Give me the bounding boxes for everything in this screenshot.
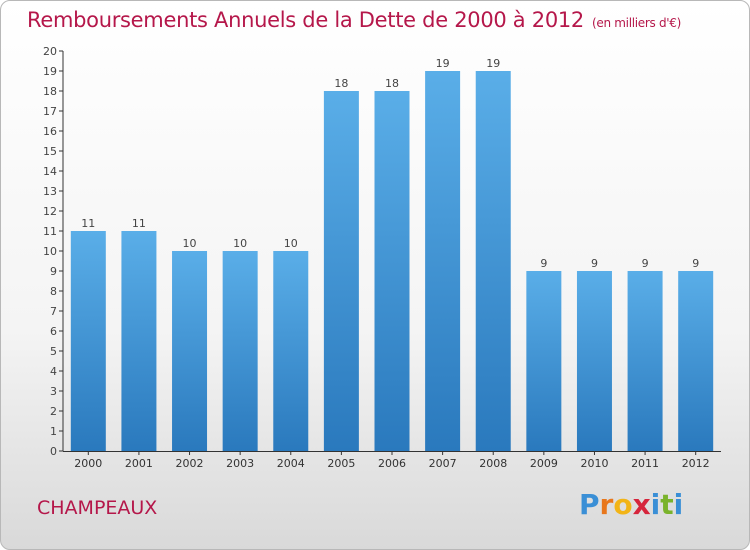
bar-2005 [323,91,359,451]
x-tick-label: 2006 [378,457,406,470]
bar-2009 [526,271,562,451]
x-tick-label: 2012 [682,457,710,470]
bar-2000 [70,231,106,451]
x-tick-label: 2007 [429,457,457,470]
data-label: 11 [81,217,95,230]
commune-name: CHAMPEAUX [37,497,158,519]
logo-letter: x [632,488,651,521]
y-tick-label: 15 [43,145,57,158]
bar-2006 [374,91,410,451]
y-tick-label: 4 [50,365,57,378]
x-tick-label: 2001 [125,457,153,470]
y-tick-label: 13 [43,185,57,198]
y-tick-label: 17 [43,105,57,118]
x-tick-label: 2002 [176,457,204,470]
bar-2008 [475,71,511,451]
data-label: 18 [334,77,348,90]
x-tick-label: 2004 [277,457,305,470]
logo-letter: P [579,488,600,521]
y-tick-label: 0 [50,445,57,458]
logo-letter: r [599,488,614,521]
y-tick-label: 2 [50,405,57,418]
logo-letter: t [660,488,674,521]
logo-letter: i [673,488,684,521]
x-tick-label: 2005 [327,457,355,470]
chart-subtitle: (en milliers d'€) [592,16,682,30]
bar-2011 [627,271,663,451]
y-tick-label: 18 [43,85,57,98]
data-label: 19 [486,57,500,70]
bars [70,71,714,451]
bar-2002 [172,251,208,451]
bar-2003 [222,251,258,451]
logo-letter: o [613,488,633,521]
y-tick-label: 20 [43,45,57,58]
bar-2010 [576,271,612,451]
bar-2001 [121,231,157,451]
data-label: 18 [385,77,399,90]
data-label: 10 [183,237,197,250]
x-tick-label: 2000 [74,457,102,470]
data-label: 11 [132,217,146,230]
y-tick-label: 19 [43,65,57,78]
y-tick-label: 10 [43,245,57,258]
chart-title-text: Remboursements Annuels de la Dette de 20… [27,8,584,32]
data-label: 10 [233,237,247,250]
bar-2007 [425,71,461,451]
data-labels: 11 11 10 10 10 18 18 19 19 9 9 9 9 [81,57,699,270]
bar-2004 [273,251,309,451]
logo-letter: i [650,488,661,521]
data-label: 9 [692,257,699,270]
y-tick-label: 11 [43,225,57,238]
x-tick-label: 2009 [530,457,558,470]
x-tick-label: 2011 [631,457,659,470]
data-label: 10 [284,237,298,250]
y-tick-label: 5 [50,345,57,358]
y-tick-label: 6 [50,325,57,338]
data-label: 9 [642,257,649,270]
y-tick-label: 12 [43,205,57,218]
data-label: 19 [436,57,450,70]
data-label: 9 [591,257,598,270]
x-tick-label: 2003 [226,457,254,470]
y-tick-label: 9 [50,265,57,278]
y-tick-label: 16 [43,125,57,138]
y-tick-label: 8 [50,285,57,298]
x-tick-label: 2010 [580,457,608,470]
chart-title: Remboursements Annuels de la Dette de 20… [27,8,681,32]
x-tick-label: 2008 [479,457,507,470]
x-axis: 2000 2001 2002 2003 2004 2005 2006 2007 2008 2009… [63,451,721,470]
y-tick-label: 14 [43,165,57,178]
y-tick-label: 3 [50,385,57,398]
bar-2012 [678,271,714,451]
proxiti-logo: Proxiti [579,488,683,521]
y-tick-label: 7 [50,305,57,318]
y-tick-label: 1 [50,425,57,438]
data-label: 9 [540,257,547,270]
